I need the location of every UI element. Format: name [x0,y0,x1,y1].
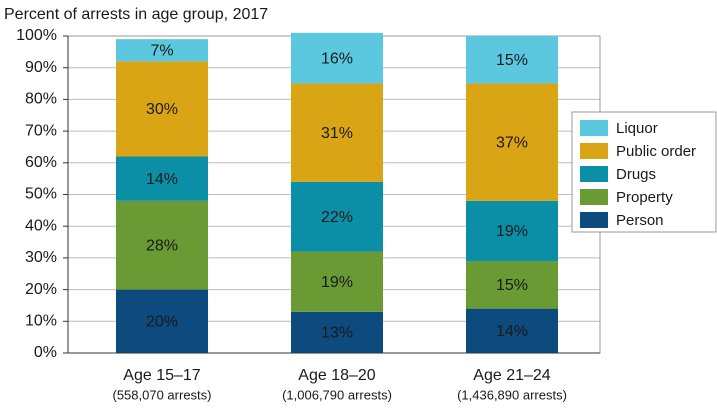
data-label: 19% [496,223,528,240]
data-label: 22% [321,209,353,226]
data-label: 37% [496,134,528,151]
bar-segment [291,32,383,84]
data-label: 20% [146,314,178,331]
y-tick-label: 30% [25,249,57,266]
legend-swatch [580,166,608,182]
legend-label: Public order [616,143,696,160]
bar-segment [466,83,558,201]
legend-swatch [580,189,608,205]
bar-segment [116,156,208,201]
legend-swatch [580,143,608,159]
y-tick-label: 50% [25,186,57,203]
data-label: 13% [321,325,353,342]
x-tick-sublabel: (1,436,890 arrests) [457,387,567,402]
bar-segment [466,308,558,353]
y-tick-label: 0% [34,344,57,361]
y-tick-label: 90% [25,59,57,76]
data-label: 31% [321,125,353,142]
chart-title: Percent of arrests in age group, 2017 [4,6,268,23]
bar-segment [466,261,558,309]
data-label: 15% [496,277,528,294]
bar-segment [466,36,558,84]
y-tick-label: 10% [25,313,57,330]
y-tick-label: 100% [16,27,57,44]
x-tick-label: Age 18–20 [298,367,376,384]
y-tick-label: 20% [25,281,57,298]
bar-segment [116,39,208,62]
data-label: 16% [321,50,353,67]
x-tick-sublabel: (558,070 arrests) [113,387,212,402]
data-label: 14% [496,323,528,340]
bar-segment [116,289,208,353]
data-label: 30% [146,101,178,118]
x-tick-label: Age 15–17 [123,367,201,384]
bar-segment [466,200,558,262]
bar-segment [291,83,383,182]
legend-label: Property [616,189,673,206]
data-label: 19% [321,274,353,291]
bar-segment [291,181,383,252]
y-tick-label: 70% [25,122,57,139]
bar-segment [116,61,208,157]
data-label: 7% [150,42,173,59]
data-label: 14% [146,171,178,188]
bar-segment [291,311,383,353]
bar-segment [116,200,208,290]
y-tick-label: 80% [25,91,57,108]
x-tick-label: Age 21–24 [473,367,551,384]
legend-swatch [580,212,608,228]
data-label: 28% [146,237,178,254]
legend-label: Drugs [616,166,656,183]
legend-label: Liquor [616,120,658,137]
y-tick-label: 60% [25,154,57,171]
data-label: 15% [496,52,528,69]
x-tick-sublabel: (1,006,790 arrests) [282,387,392,402]
legend-label: Person [616,212,664,229]
bar-segment [291,251,383,312]
legend-swatch [580,120,608,136]
y-tick-label: 40% [25,217,57,234]
